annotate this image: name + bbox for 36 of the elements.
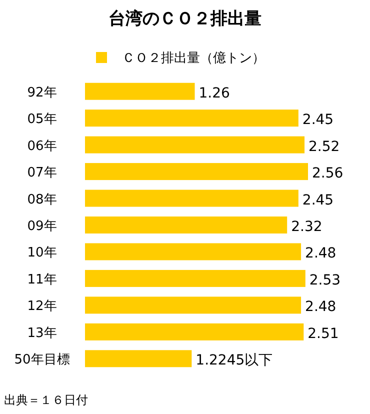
bar [85,243,302,260]
bar [85,190,298,207]
data-label: 2.45 [302,112,334,128]
y-tick-label: 07年 [27,166,57,181]
y-tick-label: 13年 [27,326,57,341]
bar [85,136,305,154]
data-label: 2.32 [291,219,322,235]
bar [85,82,195,100]
data-label: 1.26 [198,85,230,102]
data-label: 2.52 [308,138,340,155]
y-tick-label: 05年 [27,112,57,128]
data-label: 2.53 [309,272,341,288]
y-tick-label: 08年 [27,192,57,208]
y-tick-label: 12年 [27,299,57,314]
y-tick-label: 11年 [27,272,57,288]
data-label: 2.56 [312,166,344,182]
data-label: 2.45 [302,192,334,208]
bar [85,323,304,340]
y-tick-label: 92年 [27,85,57,100]
y-tick-label: 09年 [27,219,57,234]
y-tick-label: 06年 [27,138,57,154]
data-label: 1.2245以下 [196,352,273,369]
data-label: 2.48 [305,299,336,316]
bar [85,296,302,314]
bar [85,216,288,234]
bar [85,270,306,287]
bar [85,110,298,127]
bar [85,350,192,368]
data-label: 2.51 [308,326,339,342]
y-tick-label: 50年目標 [14,352,70,368]
bar [85,163,308,180]
y-tick-label: 10年 [27,246,57,261]
legend-label: ＣＯ２排出量（億トン） [122,51,265,66]
data-label: 2.48 [305,246,336,262]
chart-title: 台湾のＣＯ２排出量 [108,9,262,29]
source-note: 出典＝１６日付 [4,393,88,407]
